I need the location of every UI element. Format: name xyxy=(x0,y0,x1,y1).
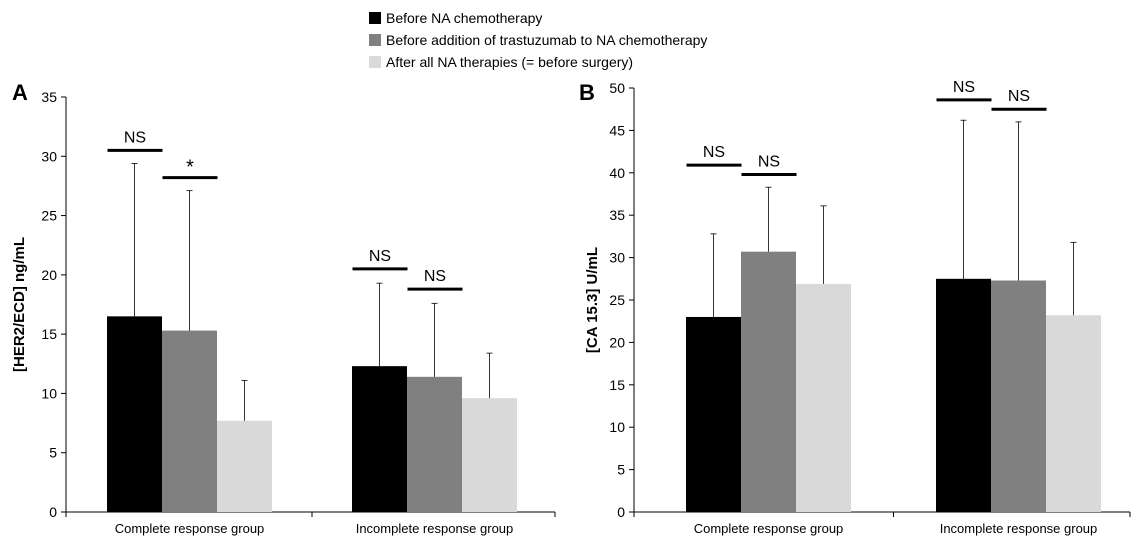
y-tick-label: 25 xyxy=(609,292,625,308)
legend-label-after-all: After all NA therapies (= before surgery… xyxy=(386,54,633,70)
significance-ns: NS xyxy=(1008,88,1030,105)
legend-swatch-before-trastuzumab xyxy=(369,34,381,46)
y-tick-label: 15 xyxy=(609,377,625,393)
y-tick-label: 20 xyxy=(41,267,57,283)
y-tick-label: 0 xyxy=(49,504,57,520)
y-tick-label: 5 xyxy=(617,462,625,478)
legend-swatch-after-all xyxy=(369,56,381,68)
category-label: Complete response group xyxy=(694,521,844,536)
panel-a: 0 5 10 15 20 25 30 35 Complete response group Inc… xyxy=(11,80,556,536)
legend-label-before-trastuzumab: Before addition of trastuzumab to NA che… xyxy=(386,32,707,48)
panel-label: A xyxy=(12,80,28,105)
bar xyxy=(107,316,162,512)
significance-ns: NS xyxy=(703,144,725,161)
significance-ns: NS xyxy=(369,248,391,265)
legend: Before NA chemotherapy Before addition o… xyxy=(369,10,707,70)
y-tick-label: 30 xyxy=(609,250,625,266)
bar xyxy=(686,316,741,512)
y-tick-label: 35 xyxy=(41,89,57,105)
bar xyxy=(462,398,517,512)
bar xyxy=(936,278,991,512)
y-tick-label: 10 xyxy=(609,419,625,435)
y-tick-label: 10 xyxy=(41,385,57,401)
significance-star: * xyxy=(186,157,194,179)
bar xyxy=(991,280,1046,512)
category-label: Complete response group xyxy=(115,521,265,536)
bar xyxy=(741,251,796,512)
significance-ns: NS xyxy=(124,129,146,146)
legend-swatch-before-na xyxy=(369,12,381,24)
y-tick-label: 20 xyxy=(609,334,625,350)
bar xyxy=(217,420,272,512)
y-tick-label: 0 xyxy=(617,504,625,520)
y-tick-label: 40 xyxy=(609,165,625,181)
y-axis-label: [HER2/ECD] ng/mL xyxy=(11,237,28,372)
bar xyxy=(162,330,217,512)
bar xyxy=(407,376,462,512)
category-label: Incomplete response group xyxy=(940,521,1098,536)
legend-label-before-na: Before NA chemotherapy xyxy=(386,10,542,26)
y-tick-label: 45 xyxy=(609,122,625,138)
significance-ns: NS xyxy=(424,268,446,285)
panel-label: B xyxy=(579,80,595,105)
y-tick-label: 25 xyxy=(41,208,57,224)
significance-ns: NS xyxy=(758,153,780,170)
y-axis-label: [CA 15.3] U/mL xyxy=(584,247,601,353)
y-tick-label: 15 xyxy=(41,326,57,342)
y-tick-label: 5 xyxy=(49,445,57,461)
significance-ns: NS xyxy=(953,79,975,96)
bar xyxy=(1046,315,1101,512)
y-tick-label: 50 xyxy=(609,80,625,96)
bar xyxy=(352,366,407,512)
panel-b: 0 5 10 15 20 25 30 35 40 45 50 Complete response gr… xyxy=(579,79,1131,536)
y-tick-label: 35 xyxy=(609,207,625,223)
category-label: Incomplete response group xyxy=(356,521,514,536)
bar xyxy=(796,283,851,512)
y-tick-label: 30 xyxy=(41,148,57,164)
